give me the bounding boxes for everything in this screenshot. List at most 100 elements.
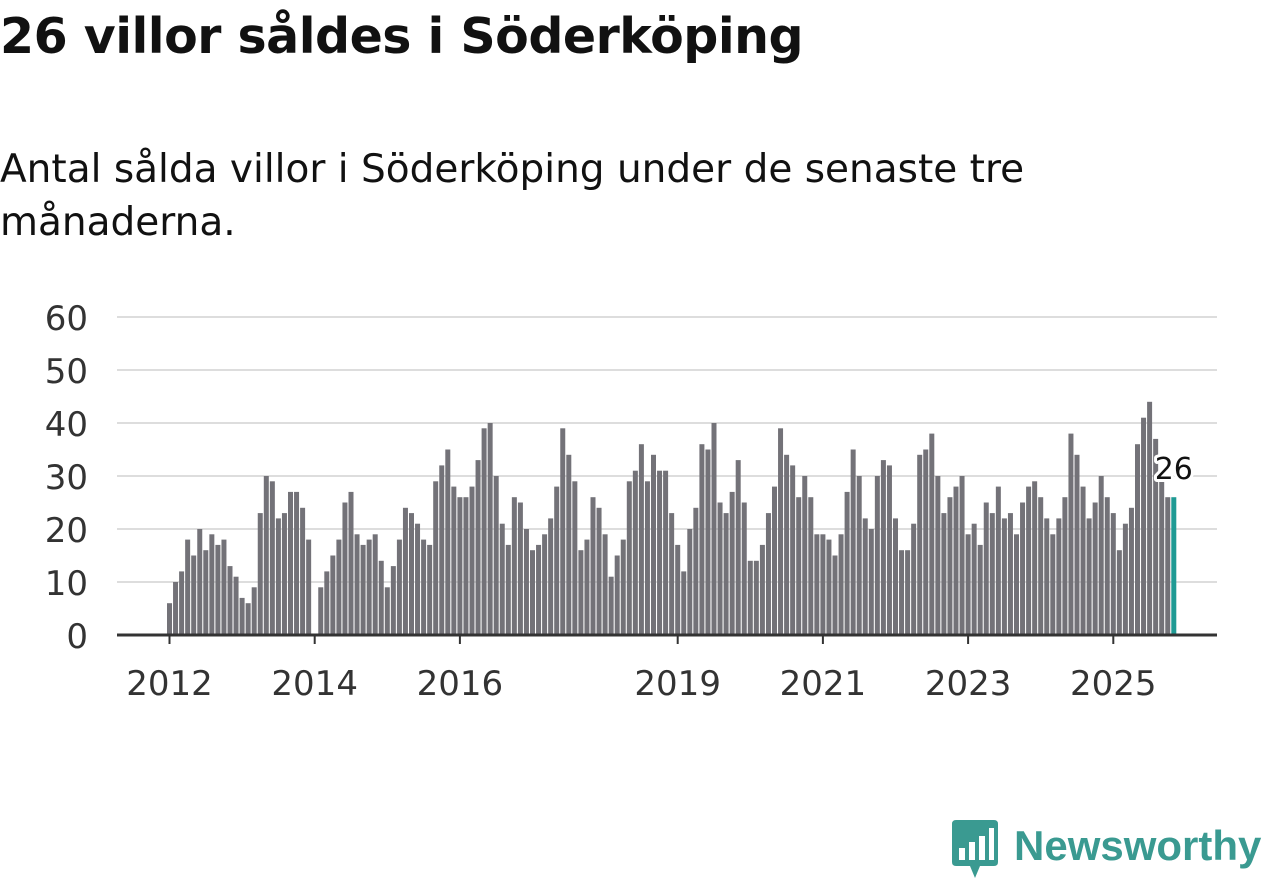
- bar: [651, 454, 656, 635]
- newsworthy-logo-icon: [952, 820, 998, 878]
- bar: [554, 486, 560, 635]
- bar: [1074, 454, 1080, 635]
- y-tick-label: 40: [45, 405, 88, 445]
- bar: [372, 534, 378, 635]
- x-axis-labels: 2012 2014 2016 2019 2021 2023 2025: [126, 664, 1156, 704]
- bar: [796, 497, 802, 635]
- bar: [923, 449, 929, 635]
- bar: [179, 571, 185, 635]
- bar: [1050, 534, 1056, 635]
- bar: [772, 486, 777, 635]
- x-tick-label: 2025: [1070, 664, 1157, 704]
- bar: [354, 534, 360, 635]
- bar: [977, 544, 983, 635]
- bar: [281, 513, 287, 635]
- bar: [717, 502, 723, 635]
- bar: [566, 454, 572, 635]
- bar: [735, 460, 741, 635]
- bar: [396, 539, 402, 635]
- bar: [185, 539, 191, 635]
- bar: [421, 539, 427, 635]
- bar: [233, 576, 239, 635]
- bar: [542, 534, 548, 635]
- bar: [427, 544, 433, 635]
- bar: [1032, 481, 1038, 635]
- bar: [820, 534, 826, 635]
- bar: [511, 497, 517, 635]
- bar: [1086, 518, 1092, 635]
- bar: [1038, 497, 1044, 635]
- bar: [517, 502, 523, 635]
- bar: [1014, 534, 1019, 635]
- bar: [1171, 497, 1177, 635]
- bar: [300, 507, 306, 635]
- bar: [1092, 502, 1098, 635]
- bar: [989, 513, 995, 635]
- bar: [602, 534, 608, 635]
- bar: [487, 423, 493, 635]
- bar: [784, 454, 790, 635]
- bar: [523, 529, 529, 635]
- bar: [832, 555, 838, 635]
- bar: [657, 470, 663, 635]
- chart-title: 26 villor såldes i Söderköping: [0, 8, 804, 65]
- bar: [868, 529, 874, 635]
- bar: [856, 476, 862, 635]
- bar: [227, 566, 233, 635]
- bar: [288, 491, 293, 635]
- bar: [1147, 401, 1153, 635]
- bar: [705, 449, 711, 635]
- bar: [596, 507, 602, 635]
- bar: [384, 587, 390, 635]
- bar: [215, 544, 221, 635]
- bar: [275, 518, 281, 635]
- bar: [348, 491, 354, 635]
- bar: [402, 507, 408, 635]
- bar: [711, 423, 717, 635]
- bar: [699, 444, 705, 635]
- bar: [451, 486, 457, 635]
- bar: [911, 523, 917, 635]
- bar: [965, 534, 971, 635]
- bar: [693, 507, 699, 635]
- bar: [493, 476, 499, 635]
- bar: [905, 550, 911, 635]
- bar: [874, 476, 880, 635]
- bar: [941, 513, 947, 635]
- x-axis: [117, 633, 1217, 644]
- value-annotation: 26: [1152, 449, 1196, 490]
- bar: [499, 523, 505, 635]
- bar: [802, 476, 808, 635]
- bar: [1007, 513, 1013, 635]
- bar: [209, 534, 215, 635]
- bar: [808, 497, 814, 635]
- bar: [778, 428, 784, 635]
- bar: [632, 470, 638, 635]
- bar: [675, 544, 681, 635]
- bar: [1020, 502, 1026, 635]
- bar: [1116, 550, 1122, 635]
- bar: [548, 518, 554, 635]
- bar: [814, 534, 820, 635]
- bar: [269, 481, 275, 635]
- bar: [1165, 497, 1171, 635]
- bar: [294, 491, 300, 635]
- bar: [203, 550, 209, 635]
- bar: [342, 502, 348, 635]
- bar: [1159, 481, 1165, 635]
- x-tick-label: 2016: [417, 664, 504, 704]
- bar: [844, 491, 850, 635]
- bar: [1026, 486, 1032, 635]
- bar: [239, 597, 245, 635]
- bar: [1104, 497, 1110, 635]
- bar: [953, 486, 959, 635]
- bar: [366, 539, 372, 635]
- bar: [1128, 507, 1134, 635]
- bar: [1068, 433, 1074, 635]
- bar: [880, 460, 886, 635]
- bar: [826, 539, 832, 635]
- chart-subtitle: Antal sålda villor i Söderköping under d…: [0, 147, 1025, 245]
- bar: [765, 513, 771, 635]
- bar: [687, 529, 693, 635]
